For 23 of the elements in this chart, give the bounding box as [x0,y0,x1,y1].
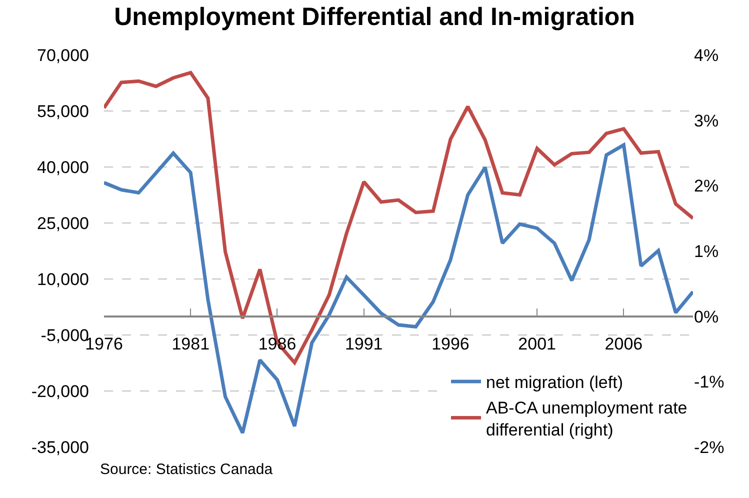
y2-tick-label: -1% [694,372,724,392]
y2-tick-label: -2% [694,438,724,457]
y-tick-label: 10,000 [37,270,89,289]
x-tick-label: 2006 [604,334,643,354]
legend-label: net migration (left) [486,373,623,392]
y2-tick-label: 3% [694,111,719,130]
x-tick-label: 1981 [172,334,210,354]
x-tick-label: 1991 [344,334,383,354]
source-note: Source: Statistics Canada [100,461,274,478]
chart-title: Unemployment Differential and In-migration [114,2,635,31]
y2-tick-label: 4% [694,46,719,65]
y2-tick-label: 0% [694,307,719,326]
y-tick-label: -20,000 [31,382,89,401]
legend-label: AB-CA unemployment rate differential (right) [486,398,688,440]
y-tick-label: 25,000 [37,214,89,233]
y2-tick-label: 2% [694,176,719,196]
y-tick-label: 40,000 [37,158,89,177]
y-tick-label: 55,000 [37,102,89,121]
y-tick-label: 70,000 [37,46,89,65]
y2-tick-label: 1% [694,242,719,261]
x-tick-label: 2001 [518,334,556,354]
y-tick-label: -35,000 [31,438,89,457]
x-tick-label: 1996 [432,334,470,354]
